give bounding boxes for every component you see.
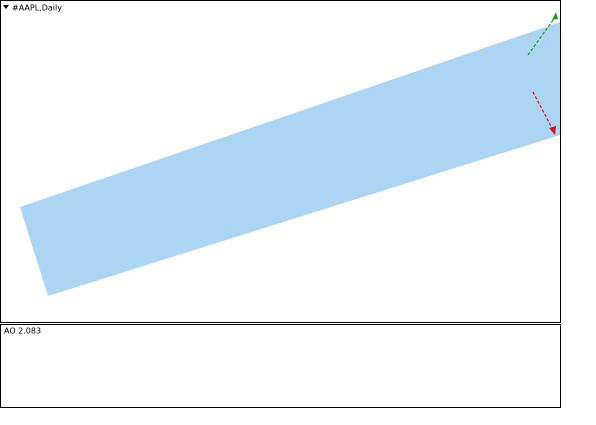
trend-channel <box>20 22 560 296</box>
title-icon <box>3 5 9 9</box>
ao-title: AO 2.083 <box>4 327 41 336</box>
up-arrow-head <box>552 12 558 20</box>
down-arrow-head <box>549 126 556 135</box>
ao-panel-frame <box>0 324 561 408</box>
chart-title: #AAPL,Daily <box>12 4 62 13</box>
up-arrow <box>527 15 557 56</box>
price-panel-frame <box>0 0 561 323</box>
down-arrow <box>532 91 554 131</box>
